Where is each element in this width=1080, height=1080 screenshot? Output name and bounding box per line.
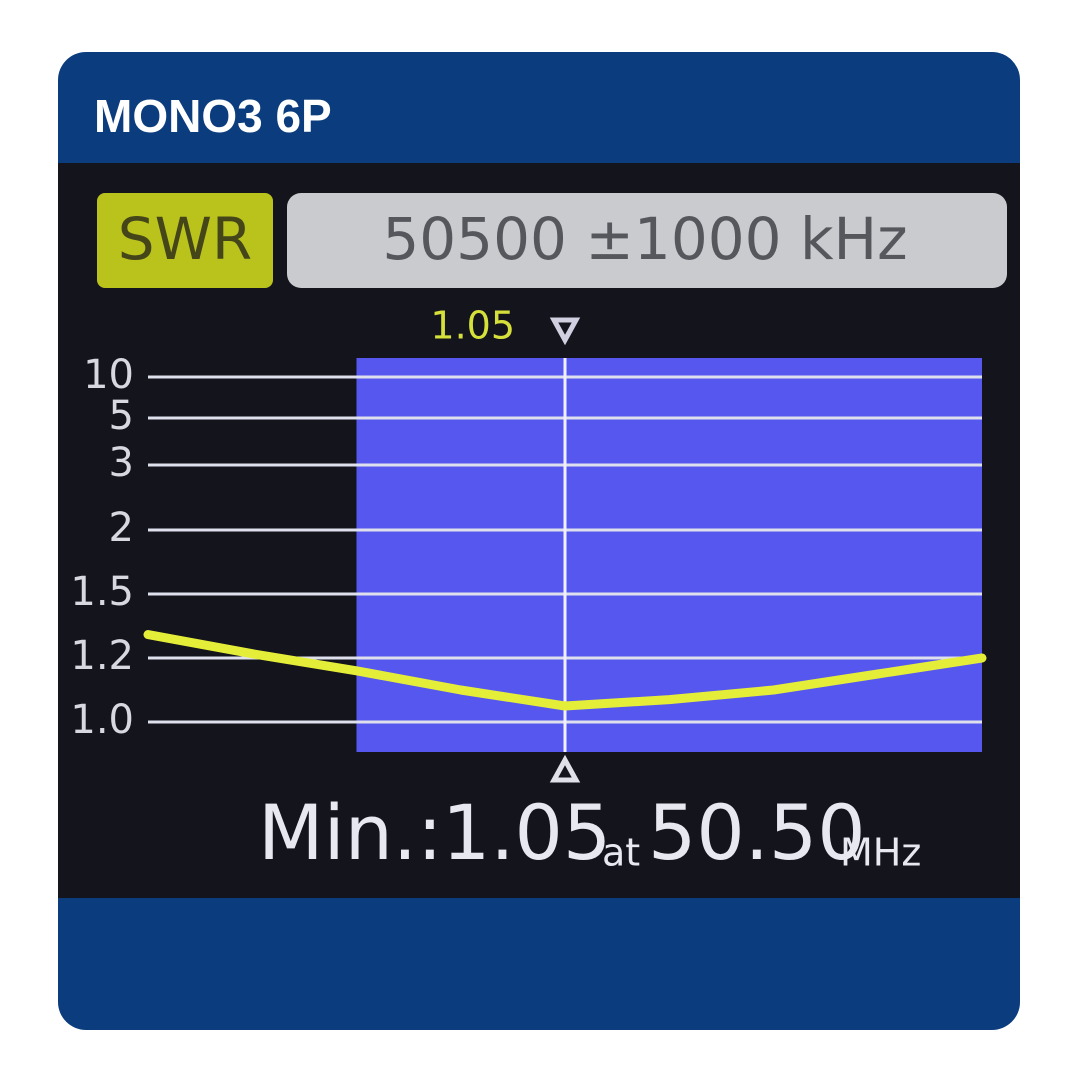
readout-label: Min.: bbox=[258, 788, 443, 877]
header-title: MONO3 6P bbox=[94, 90, 332, 142]
readout-swr: 1.05 bbox=[442, 788, 611, 877]
readout-at: at bbox=[602, 831, 640, 875]
y-tick-label: 1.5 bbox=[70, 569, 134, 615]
readout-freq: 50.50 bbox=[648, 788, 866, 877]
span: 50500 ±1000 kHz bbox=[382, 205, 907, 273]
y-tick-label: 1.2 bbox=[70, 633, 134, 679]
marker-label: 1.05 bbox=[430, 304, 515, 348]
swr-curve bbox=[143, 630, 987, 711]
marker-top bbox=[549, 317, 581, 346]
y-tick-label: 3 bbox=[109, 440, 134, 486]
marker-bottom bbox=[549, 754, 581, 783]
y-tick-label: 10 bbox=[83, 352, 134, 398]
y-tick-label: 2 bbox=[109, 505, 134, 551]
y-tick-label: 5 bbox=[109, 393, 134, 439]
mode-box bbox=[97, 193, 273, 288]
readout-unit: MHz bbox=[840, 831, 921, 875]
y-tick-label: 1.0 bbox=[70, 697, 134, 743]
span-box bbox=[287, 193, 1007, 288]
mode: SWR bbox=[118, 205, 252, 273]
